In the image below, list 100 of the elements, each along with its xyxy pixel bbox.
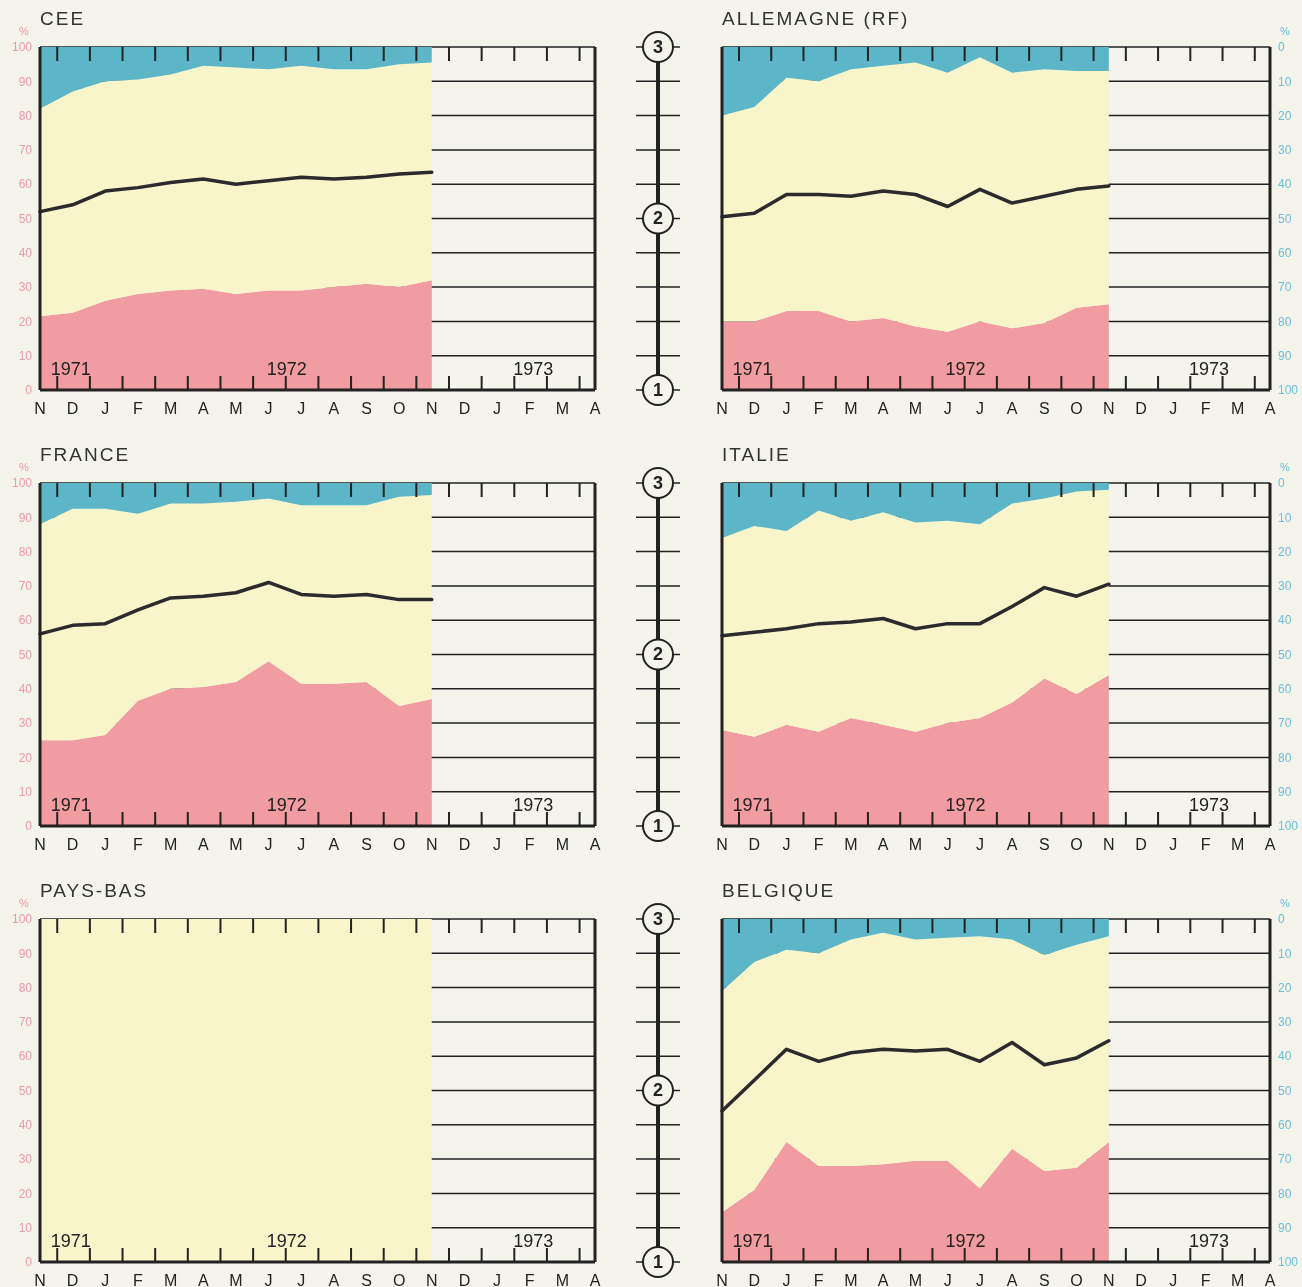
y-tick-label: 50 xyxy=(18,1083,33,1098)
x-tick-label: N xyxy=(716,1272,728,1287)
x-tick-label: M xyxy=(163,400,178,417)
y-tick-label: 30 xyxy=(18,1152,33,1167)
x-tick-label: F xyxy=(524,400,535,417)
y-tick-label: 0 xyxy=(25,819,33,834)
y2-tick-label: 10 xyxy=(1278,946,1292,961)
chart-title: ITALIE xyxy=(722,444,791,466)
x-tick-label: D xyxy=(1135,836,1147,853)
x-tick-label: J xyxy=(264,1272,273,1287)
y2-tick-label: 60 xyxy=(1278,682,1292,697)
x-tick-label: J xyxy=(297,836,306,853)
y2-tick-label: 50 xyxy=(1278,211,1292,226)
y2-tick-label: 20 xyxy=(1278,544,1292,559)
x-tick-label: J xyxy=(1169,836,1178,853)
x-tick-label: J xyxy=(975,400,984,417)
y-tick-label: 40 xyxy=(18,246,33,261)
chart-title: PAYS-BAS xyxy=(40,880,149,902)
annotation: 1973 xyxy=(513,358,554,379)
y-tick-label: 60 xyxy=(18,177,33,192)
x-tick-label: M xyxy=(908,836,923,853)
x-tick-label: M xyxy=(555,1272,570,1287)
x-tick-label: S xyxy=(1039,1272,1050,1287)
x-tick-label: D xyxy=(458,836,471,853)
y2-tick-label: 90 xyxy=(1278,348,1292,363)
annotation: 1972 xyxy=(945,794,986,815)
annotation: 1971 xyxy=(732,358,773,379)
x-tick-label: A xyxy=(197,836,209,853)
chart-title: BELGIQUE xyxy=(722,880,836,902)
x-tick-label: O xyxy=(392,400,406,417)
x-tick-label: M xyxy=(229,400,243,417)
annotation: 1972 xyxy=(945,1230,986,1251)
y-tick-label: 100 xyxy=(11,912,33,927)
y-tick-label: 20 xyxy=(18,750,33,765)
y-tick-label: 20 xyxy=(18,1186,33,1201)
x-tick-label: J xyxy=(101,1272,110,1287)
x-tick-label: D xyxy=(1135,400,1147,417)
x-tick-label: M xyxy=(908,400,923,417)
y2-axis-title: % xyxy=(1280,25,1291,37)
annotation: 1971 xyxy=(732,794,773,815)
x-tick-label: M xyxy=(1231,836,1245,853)
y-tick-label: 50 xyxy=(18,647,33,662)
y2-tick-label: 80 xyxy=(1278,1186,1292,1201)
y-tick-label: 30 xyxy=(18,280,33,295)
y2-tick-label: 60 xyxy=(1278,1118,1292,1133)
y2-tick-label: 20 xyxy=(1278,108,1292,123)
zone-scale: 3 2 1 xyxy=(613,27,703,410)
x-tick-label: M xyxy=(844,1272,858,1287)
y-tick-label: 0 xyxy=(25,383,33,398)
x-tick-label: J xyxy=(264,400,273,417)
y2-tick-label: 10 xyxy=(1278,74,1292,89)
y-tick-label: 70 xyxy=(18,143,33,158)
x-tick-label: J xyxy=(297,400,306,417)
x-tick-label: N xyxy=(34,836,46,853)
annotation: 1971 xyxy=(50,794,91,815)
x-tick-label: J xyxy=(975,1272,984,1287)
x-tick-label: J xyxy=(782,400,791,417)
x-tick-label: F xyxy=(1200,1272,1211,1287)
y2-tick-label: 0 xyxy=(1278,40,1285,55)
x-tick-label: A xyxy=(328,836,340,853)
annotation: 1971 xyxy=(732,1230,773,1251)
x-tick-label: A xyxy=(328,1272,340,1287)
x-tick-label: A xyxy=(1264,1272,1276,1287)
x-tick-label: S xyxy=(361,836,372,853)
annotation: 1973 xyxy=(513,794,554,815)
x-tick-label: D xyxy=(458,1272,471,1287)
x-tick-label: J xyxy=(1169,1272,1178,1287)
x-tick-label: A xyxy=(197,1272,209,1287)
y2-tick-label: 40 xyxy=(1278,613,1292,628)
x-tick-label: J xyxy=(943,1272,952,1287)
y-tick-label: 80 xyxy=(18,980,33,995)
y2-tick-label: 0 xyxy=(1278,912,1285,927)
annotation: 1971 xyxy=(50,1230,91,1251)
y-tick-label: 10 xyxy=(18,1220,33,1235)
x-tick-label: A xyxy=(1006,1272,1018,1287)
x-tick-label: F xyxy=(524,836,535,853)
y2-axis-title: % xyxy=(1280,897,1291,909)
x-tick-label: J xyxy=(297,1272,306,1287)
x-tick-label: O xyxy=(392,1272,406,1287)
y2-tick-label: 30 xyxy=(1278,143,1292,158)
annotation: 1973 xyxy=(1189,358,1230,379)
x-tick-label: N xyxy=(425,836,438,853)
y-tick-label: 70 xyxy=(18,579,33,594)
y2-tick-label: 40 xyxy=(1278,177,1292,192)
x-tick-label: F xyxy=(133,400,144,417)
y2-tick-label: 80 xyxy=(1278,750,1292,765)
x-tick-label: D xyxy=(1135,1272,1147,1287)
x-tick-label: A xyxy=(197,400,209,417)
annotation: 1972 xyxy=(266,794,307,815)
annotation: 1972 xyxy=(945,358,986,379)
y-tick-label: 50 xyxy=(18,211,33,226)
y-tick-label: 80 xyxy=(18,544,33,559)
x-tick-label: F xyxy=(133,836,144,853)
x-tick-label: M xyxy=(163,836,178,853)
x-tick-label: N xyxy=(1103,836,1115,853)
x-tick-label: A xyxy=(589,836,601,853)
y-tick-label: 90 xyxy=(18,946,33,961)
x-tick-label: M xyxy=(908,1272,923,1287)
x-tick-label: A xyxy=(589,400,601,417)
x-tick-label: M xyxy=(1231,1272,1245,1287)
